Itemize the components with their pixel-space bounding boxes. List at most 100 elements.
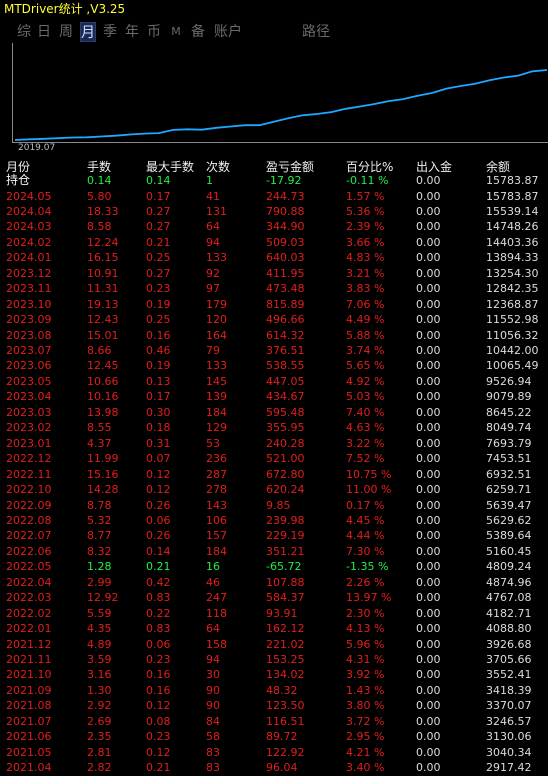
table-row[interactable]: 2022.02 5.59 0.22 118 93.91 2.30 % 0.00 4182.71 <box>0 606 548 621</box>
cell-pct: 4.49 % <box>346 313 385 327</box>
column-header-4[interactable]: 盈亏金额 <box>266 160 315 174</box>
cell-deposit: 0.00 <box>416 730 441 744</box>
column-header-3[interactable]: 次数 <box>206 160 231 174</box>
table-row[interactable]: 2023.10 19.13 0.19 179 815.89 7.06 % 0.00 12368… <box>0 297 548 312</box>
cell-balance: 3705.66 <box>486 653 532 666</box>
table-row[interactable]: 2022.08 5.32 0.06 106 239.98 4.45 % 0.00 5629.6… <box>0 513 548 528</box>
column-header-7[interactable]: 余额 <box>486 160 511 174</box>
cell-month: 2024.01 <box>6 251 52 265</box>
table-row[interactable]: 2022.04 2.99 0.42 46 107.88 2.26 % 0.00 4874.96 <box>0 575 548 590</box>
column-header-0[interactable]: 月份 <box>6 160 31 174</box>
cell-balance: 3370.07 <box>486 699 532 713</box>
table-row[interactable]: 2023.03 13.98 0.30 184 595.48 7.40 % 0.00 8645.… <box>0 405 548 420</box>
tab-3[interactable]: 月 <box>80 22 96 42</box>
table-row[interactable]: 2023.07 8.66 0.46 79 376.51 3.74 % 0.00 10442.0… <box>0 343 548 358</box>
cell-month: 2023.08 <box>6 328 52 342</box>
table-row[interactable]: 2022.06 8.32 0.14 184 351.21 7.30 % 0.00 5160.4… <box>0 544 548 559</box>
table-row[interactable]: 2023.09 12.43 0.25 120 496.66 4.49 % 0.00 11552… <box>0 312 548 327</box>
column-header-6[interactable]: 出入金 <box>416 160 453 174</box>
table-row[interactable]: 2022.07 8.77 0.26 157 229.19 4.44 % 0.00 5389.6… <box>0 528 548 543</box>
table-row[interactable]: 2021.04 2.82 0.21 83 96.04 3.40 % 0.00 2917.42 <box>0 760 548 775</box>
table-row[interactable]: 2023.02 8.55 0.18 129 355.95 4.63 % 0.00 8049.7… <box>0 420 548 435</box>
table-row[interactable]: 2021.07 2.69 0.08 84 116.51 3.72 % 0.00 3246.57 <box>0 714 548 729</box>
table-row[interactable]: 2023.11 11.31 0.23 97 473.48 3.83 % 0.00 12842.… <box>0 281 548 296</box>
table-row[interactable]: 2023.04 10.16 0.17 139 434.67 5.03 % 0.00 9079.… <box>0 389 548 404</box>
cell-pnl: 229.19 <box>266 529 305 543</box>
cell-month: 2022.01 <box>6 622 52 636</box>
tab-2[interactable]: 周 <box>59 24 73 40</box>
table-row[interactable]: 2021.06 2.35 0.23 58 89.72 2.95 % 0.00 3130.06 <box>0 729 548 744</box>
tab-8[interactable]: 备 <box>191 24 205 40</box>
table-row[interactable]: 2021.10 3.16 0.16 30 134.02 3.92 % 0.00 3552.41 <box>0 667 548 682</box>
table-row[interactable]: 2024.04 18.33 0.27 131 790.88 5.36 % 0.00 15539… <box>0 204 548 219</box>
cell-month: 2024.03 <box>6 220 52 234</box>
table-row[interactable]: 2023.12 10.91 0.27 92 411.95 3.21 % 0.00 13254.… <box>0 266 548 281</box>
table-row[interactable]: 2022.05 1.28 0.21 16 -65.72 -1.35 % 0.00 4809.2… <box>0 559 548 574</box>
table-row[interactable]: 2022.09 8.78 0.26 143 9.85 0.17 % 0.00 5639.47 <box>0 498 548 513</box>
tab-10[interactable]: 路径 <box>302 24 330 40</box>
table-row[interactable]: 2023.01 4.37 0.31 53 240.28 3.22 % 0.00 7693.79 <box>0 436 548 451</box>
cell-count: 179 <box>206 297 227 311</box>
cell-pnl: 509.03 <box>266 235 305 249</box>
table-row[interactable]: 2024.03 8.58 0.27 64 344.90 2.39 % 0.00 14748.2… <box>0 219 548 234</box>
table-row[interactable]: 2022.03 12.92 0.83 247 584.37 13.97 % 0.00 4767… <box>0 590 548 605</box>
cell-deposit: 0.00 <box>416 328 441 342</box>
table-row[interactable]: 2021.09 1.30 0.16 90 48.32 1.43 % 0.00 3418.39 <box>0 683 548 698</box>
holding-deposit: 0.00 <box>416 174 441 187</box>
cell-lots: 2.92 <box>87 699 112 713</box>
cell-pnl: 116.51 <box>266 714 305 728</box>
tab-7[interactable]: M <box>171 25 181 38</box>
cell-lots: 5.59 <box>87 606 112 620</box>
cell-count: 139 <box>206 390 227 404</box>
cell-max-lots: 0.27 <box>146 220 171 234</box>
cell-max-lots: 0.25 <box>146 251 171 265</box>
cell-balance: 13254.30 <box>486 266 539 280</box>
table-row[interactable]: 2024.01 16.15 0.25 133 640.03 4.83 % 0.00 13894… <box>0 250 548 265</box>
cell-lots: 12.92 <box>87 591 119 605</box>
cell-pnl: 93.91 <box>266 606 298 620</box>
table-row[interactable]: 2023.08 15.01 0.16 164 614.32 5.88 % 0.00 11056… <box>0 328 548 343</box>
cell-count: 46 <box>206 575 220 589</box>
column-header-1[interactable]: 手数 <box>87 160 112 174</box>
cell-lots: 4.37 <box>87 436 112 450</box>
cell-month: 2022.06 <box>6 544 52 558</box>
table-row[interactable]: 2022.12 11.99 0.07 236 521.00 7.52 % 0.00 7453.… <box>0 451 548 466</box>
table-row[interactable]: 2021.08 2.92 0.12 90 123.50 3.80 % 0.00 3370.07 <box>0 698 548 713</box>
cell-month: 2022.05 <box>6 560 52 574</box>
table-row[interactable]: 2023.06 12.45 0.19 133 538.55 5.65 % 0.00 10065… <box>0 358 548 373</box>
table-row[interactable]: 2023.05 10.66 0.13 145 447.05 4.92 % 0.00 9526.… <box>0 374 548 389</box>
table-row[interactable]: 2021.11 3.59 0.23 94 153.25 4.31 % 0.00 3705.66 <box>0 652 548 667</box>
column-header-5[interactable]: 百分比% <box>346 160 394 174</box>
cell-lots: 12.24 <box>87 235 119 249</box>
cell-count: 16 <box>206 560 220 574</box>
table-row[interactable]: 2022.10 14.28 0.12 278 620.24 11.00 % 0.00 6259… <box>0 482 548 497</box>
cell-month: 2022.11 <box>6 467 52 481</box>
table-row[interactable]: 2022.11 15.16 0.12 287 672.80 10.75 % 0.00 6932… <box>0 467 548 482</box>
tab-6[interactable]: 币 <box>147 24 161 40</box>
cell-lots: 4.35 <box>87 622 112 636</box>
cell-lots: 5.80 <box>87 189 112 203</box>
table-row[interactable]: 2021.05 2.81 0.12 83 122.92 4.21 % 0.00 3040.34 <box>0 745 548 760</box>
cell-lots: 5.32 <box>87 513 112 527</box>
tab-4[interactable]: 季 <box>103 24 117 40</box>
cell-balance: 5160.45 <box>486 544 532 558</box>
holding-row[interactable]: 持仓 0.14 0.14 1 -17.92 -0.11 % 0.00 15783… <box>0 173 548 188</box>
cell-pct: 0.17 % <box>346 498 385 512</box>
cell-month: 2021.09 <box>6 683 52 697</box>
tab-1[interactable]: 日 <box>37 24 51 40</box>
cell-count: 133 <box>206 359 227 373</box>
table-row[interactable]: 2024.05 5.80 0.17 41 244.73 1.57 % 0.00 15783.8… <box>0 189 548 204</box>
cell-max-lots: 0.23 <box>146 730 171 744</box>
cell-max-lots: 0.17 <box>146 189 171 203</box>
table-row[interactable]: 2022.01 4.35 0.83 64 162.12 4.13 % 0.00 4088.80 <box>0 621 548 636</box>
cell-pct: 3.66 % <box>346 235 385 249</box>
table-row[interactable]: 2021.12 4.89 0.06 158 221.02 5.96 % 0.00 3926.6… <box>0 637 548 652</box>
column-header-2[interactable]: 最大手数 <box>146 160 195 174</box>
tab-9[interactable]: 账户 <box>214 24 242 40</box>
cell-pct: 5.88 % <box>346 328 385 342</box>
cell-lots: 2.99 <box>87 575 112 589</box>
table-row[interactable]: 2024.02 12.24 0.21 94 509.03 3.66 % 0.00 14403.… <box>0 235 548 250</box>
tab-0[interactable]: 综 <box>17 24 31 40</box>
cell-count: 184 <box>206 405 227 419</box>
tab-5[interactable]: 年 <box>125 24 139 40</box>
